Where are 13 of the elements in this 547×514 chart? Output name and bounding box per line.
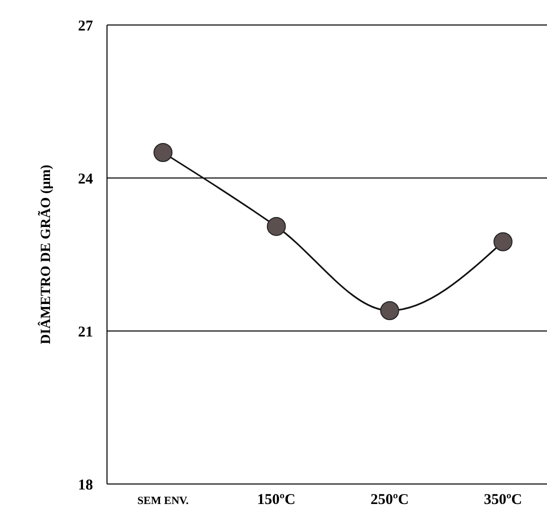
x-tick-label: SEM ENV. [137,495,189,507]
y-tick-label: 27 [78,18,94,34]
y-tick-label: 21 [78,324,93,340]
point [266,216,286,236]
point [494,232,512,252]
x-tick-label: 350ºC [484,492,522,508]
y-axis-title: DIÂMETRO DE GRÃO (µm) [37,164,54,344]
y-tick-label: 24 [78,171,94,188]
y-tick-label: 18 [78,477,93,494]
point [154,143,172,162]
x-tick-label: 250ºC [370,492,409,508]
x-tick-label: 150ºC [257,492,296,508]
point [380,301,400,320]
